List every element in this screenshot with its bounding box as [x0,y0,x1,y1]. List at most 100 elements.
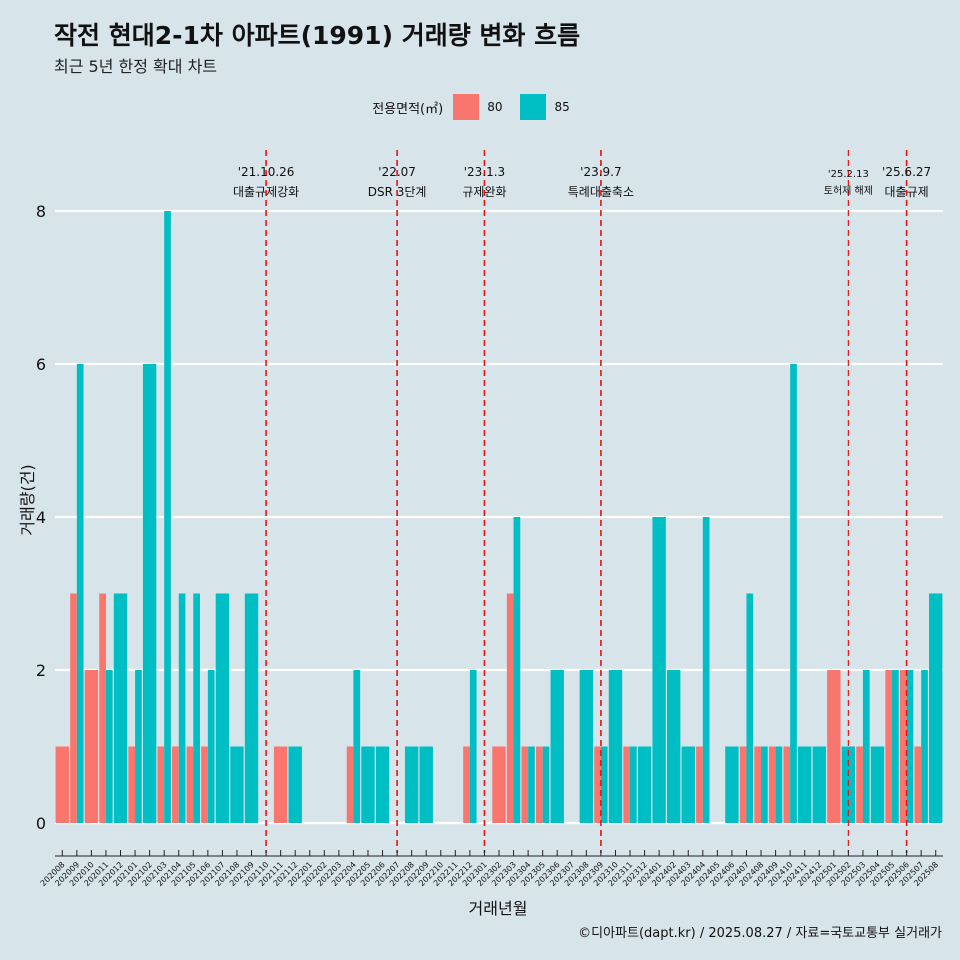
bar-80-202410 [783,746,791,823]
bar-80-202104 [172,746,179,823]
legend-title: 전용면적(㎡) [372,101,444,117]
bar-80-202212 [463,746,470,823]
bar-80-202311 [623,746,631,823]
bar-80-202309 [594,746,601,823]
event-label-202110: 대출규제강화 [233,185,299,199]
event-label-202301: 규제완화 [462,185,506,199]
event-date-202110: '21.10.26 [238,165,295,179]
bar-80-202404 [696,746,703,823]
y-axis-title: 거래량(건) [18,464,37,535]
event-date-202207: '22.07 [378,165,416,179]
bar-85-202506 [906,670,914,823]
y-axis: 0 2 4 6 8 [36,202,46,833]
legend-label-80: 80 [487,100,503,114]
bar-80-202106 [201,746,208,823]
bar-85-202507 [921,670,928,823]
chart-title: 작전 현대2-1차 아파트(1991) 거래량 변화 흐름 [54,21,581,50]
legend-key-80 [453,94,480,120]
bar-85-202504 [870,746,885,823]
bar-85-202408 [761,746,768,823]
bar-80-202407 [739,746,747,823]
chart-subtitle: 최근 5년 한정 확대 차트 [54,57,218,76]
bar-85-202102 [142,364,157,823]
bar-85-202105 [193,593,200,823]
legend-key-85 [520,94,547,120]
bar-85-202011 [105,670,113,823]
bar-85-202410 [790,364,797,823]
bar-80-202204 [346,746,354,823]
bar-80-202506 [899,670,907,823]
bar-80-202505 [885,670,893,823]
bar-empty-202405 [710,822,725,824]
event-label-202309: 특례대출축소 [568,185,634,199]
bar-80-202303 [506,593,514,823]
event-lines: '21.10.26 대출규제강화 '22.07 DSR 3단계 '23.1.3 규제완화 '… [233,150,931,853]
bar-empty-202203 [332,822,346,824]
bar-80-202408 [754,746,762,823]
bar-85-202204 [353,670,361,823]
event-label-202207: DSR 3단계 [368,185,427,199]
bar-85-202206 [375,746,390,823]
bar-empty-202201 [303,822,317,824]
y-tick-label-4: 4 [36,508,46,527]
bar-85-202409 [775,746,783,823]
bar-empty-202202 [317,822,332,824]
y-tick-label-6: 6 [36,355,46,374]
bar-empty-202307 [565,822,579,824]
bar-80-202101 [128,746,136,823]
bar-80-202409 [768,746,776,823]
bar-85-202208 [404,746,419,823]
bar-80-202009 [70,593,77,823]
bar-85-202310 [608,670,623,823]
bar-85-202303 [513,517,521,823]
bar-85-202107 [215,593,230,823]
grid-lines [55,209,943,825]
bar-85-202304 [528,746,535,823]
bar-80-202501 [827,670,841,823]
footer-credit: ©디아파트(dapt.kr) / 2025.08.27 / 자료=국토교통부 실… [578,926,942,941]
bar-85-202212 [469,670,477,823]
bar-85-202406 [725,746,739,823]
y-tick-label-0: 0 [36,814,46,833]
bar-85-202311 [630,746,637,823]
event-label-202502: 토허제 해제 [824,184,873,197]
bar-85-202402 [666,670,681,823]
bar-85-202503 [862,670,870,823]
bar-85-202412 [812,746,826,823]
bar-80-202304 [521,746,529,823]
legend: 전용면적(㎡) 80 85 [0,92,960,122]
bar-85-202205 [361,746,375,823]
event-date-202502: '25.2.13 [828,169,869,180]
x-axis: 2020082020092020102020112020122021012021… [39,850,943,888]
bar-80-202103 [157,746,165,823]
bar-80-202010 [84,670,99,823]
event-label-202506: 대출규제 [885,185,929,199]
bar-85-202309 [600,746,608,823]
bars [55,211,943,824]
bar-85-202209 [419,746,433,823]
bar-80-202011 [99,593,106,823]
bar-85-202312 [637,746,652,823]
bar-80-202503 [856,746,863,823]
bar-85-202101 [135,670,142,823]
bar-85-202401 [652,517,666,823]
bar-empty-202210 [434,822,448,824]
bar-85-202508 [929,593,943,823]
bar-85-202009 [76,364,84,823]
bar-85-202103 [164,211,171,823]
bar-85-202109 [244,593,259,823]
bar-85-202106 [207,670,215,823]
bar-85-202012 [113,593,128,823]
bar-80-202105 [186,746,194,823]
bar-85-202104 [178,593,186,823]
bar-85-202108 [230,746,244,823]
event-date-202301: '23.1.3 [464,165,505,179]
bar-85-202308 [579,670,594,823]
bar-80-202111 [273,746,288,823]
bar-85-202305 [542,746,550,823]
bar-empty-202211 [448,822,463,824]
y-tick-label-2: 2 [36,661,46,680]
y-tick-label-8: 8 [36,202,46,221]
bar-85-202505 [892,670,899,823]
